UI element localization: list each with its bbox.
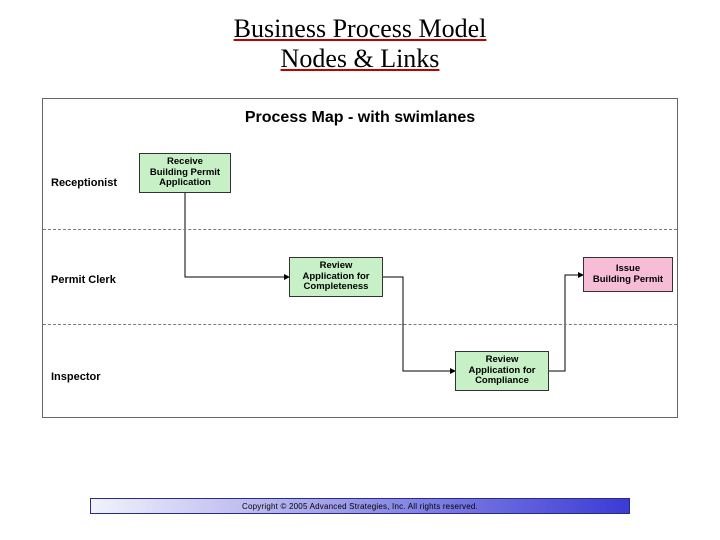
node-receive: ReceiveBuilding PermitApplication	[139, 153, 231, 193]
node-review-compliance: ReviewApplication forCompliance	[455, 351, 549, 391]
lane-divider-1	[43, 324, 677, 325]
footer-text: Copyright © 2005 Advanced Strategies, In…	[242, 502, 478, 511]
lane-label-inspector: Inspector	[51, 371, 101, 383]
edge-0	[185, 193, 289, 277]
page-title-line2: Nodes & Links	[0, 44, 720, 74]
lane-label-permit-clerk: Permit Clerk	[51, 274, 116, 286]
page-title-line1: Business Process Model	[0, 14, 720, 44]
diagram-frame: Process Map - with swimlanes Receptionis…	[42, 98, 678, 418]
footer-bar: Copyright © 2005 Advanced Strategies, In…	[90, 498, 630, 514]
edge-2	[549, 275, 583, 371]
page-title-block: Business Process Model Nodes & Links	[0, 0, 720, 74]
node-review-completeness: ReviewApplication forCompleteness	[289, 257, 383, 297]
lane-label-receptionist: Receptionist	[51, 177, 117, 189]
lane-divider-0	[43, 229, 677, 230]
diagram-title: Process Map - with swimlanes	[43, 99, 677, 127]
node-issue-permit: IssueBuilding Permit	[583, 257, 673, 292]
